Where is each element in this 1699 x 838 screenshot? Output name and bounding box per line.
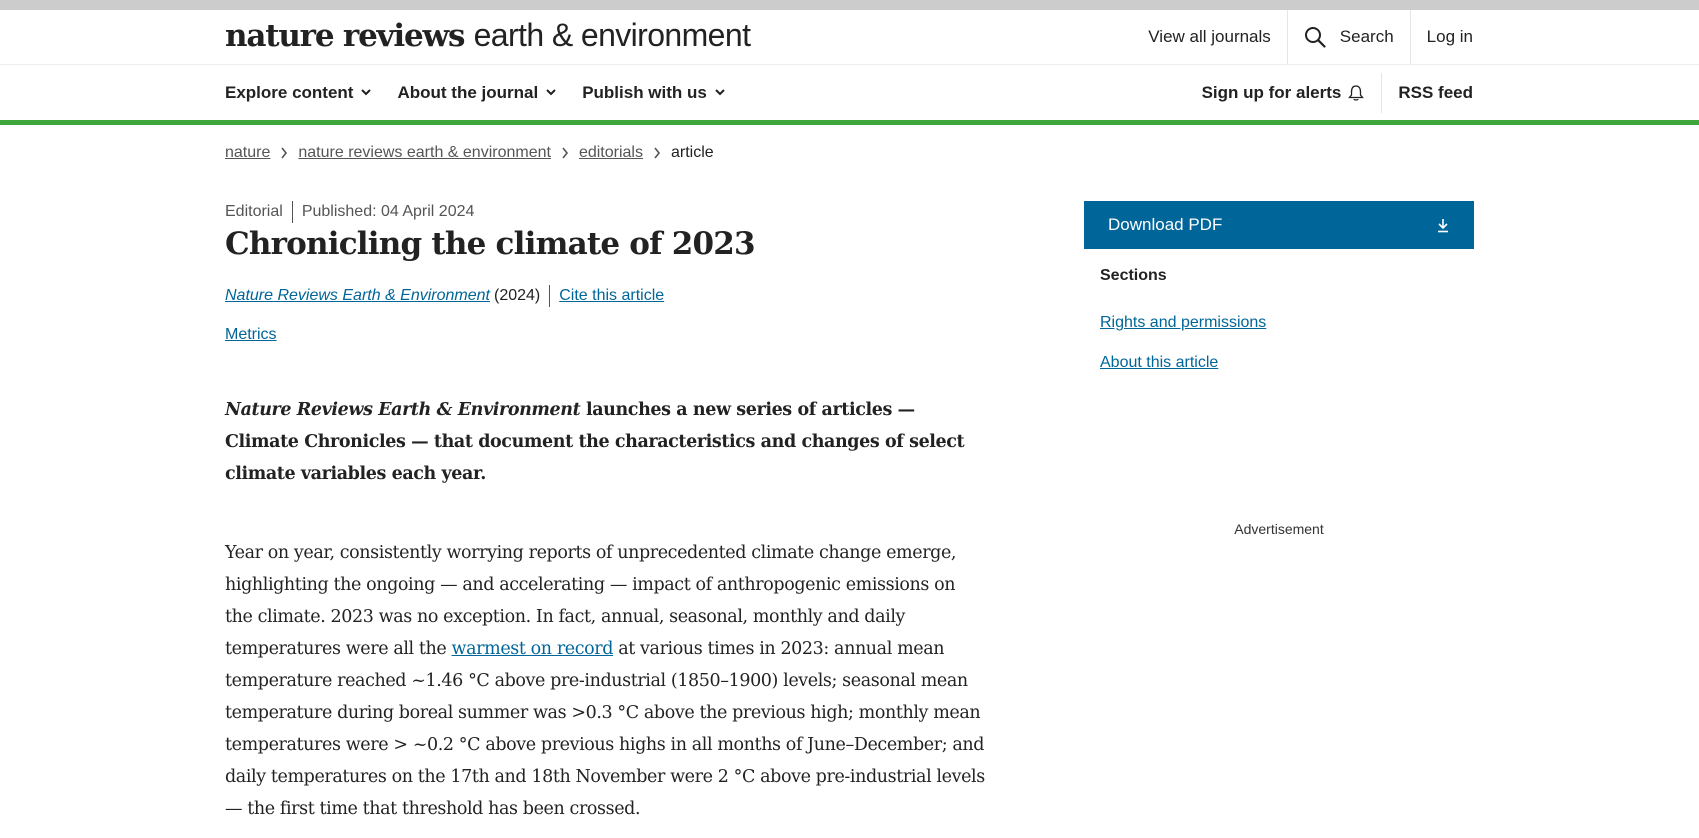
chevron-down-icon — [546, 89, 556, 96]
nav-divider — [1381, 72, 1383, 113]
article-type: Editorial — [225, 203, 283, 220]
breadcrumb: nature nature reviews earth & environmen… — [225, 144, 714, 162]
sign-up-alerts-label: Sign up for alerts — [1201, 82, 1342, 102]
nav-publish-with-us-label: Publish with us — [582, 82, 707, 102]
standfirst: Nature Reviews Earth & Environment launc… — [225, 394, 985, 490]
chevron-right-icon — [654, 147, 661, 159]
rss-feed-label: RSS feed — [1398, 82, 1473, 102]
login-link[interactable]: Log in — [1411, 10, 1473, 64]
download-pdf-button[interactable]: Download PDF — [1084, 201, 1474, 249]
cite-this-article-link[interactable]: Cite this article — [559, 287, 665, 304]
sections-heading: Sections — [1100, 267, 1167, 284]
download-pdf-label: Download PDF — [1108, 215, 1223, 234]
header-divider — [1409, 10, 1411, 64]
chevron-down-icon — [361, 89, 372, 96]
breadcrumb-editorials[interactable]: editorials — [578, 144, 643, 161]
nav-actions: Sign up for alerts RSS feed — [1202, 65, 1473, 120]
breadcrumb-current: article — [670, 144, 714, 161]
download-icon — [1438, 219, 1448, 233]
publish-date: Published: 04 April 2024 — [301, 203, 475, 220]
article-meta: Editorial Published: 04 April 2024 — [225, 201, 474, 223]
logo-bold-text: nature reviews — [225, 18, 465, 54]
rss-feed-link[interactable]: RSS feed — [1398, 83, 1473, 103]
about-article-link[interactable]: About this article — [1100, 354, 1219, 371]
journal-citation-line: Nature Reviews Earth & Environment (2024… — [225, 285, 664, 307]
header-divider — [1286, 10, 1288, 64]
chevron-down-icon — [715, 89, 725, 96]
standfirst-text: launches a new series of articles — Clim… — [225, 400, 965, 484]
search-icon — [1304, 27, 1326, 48]
paragraph-text-start: Year on year, consistently worrying repo… — [225, 543, 957, 659]
nav-about-journal[interactable]: About the journal — [397, 83, 556, 103]
top-gray-bar — [0, 0, 1699, 10]
body-paragraph: Year on year, consistently worrying repo… — [225, 537, 985, 825]
sign-up-alerts-link[interactable]: Sign up for alerts — [1202, 83, 1366, 103]
search-button[interactable]: Search — [1288, 10, 1410, 64]
nav-explore-content[interactable]: Explore content — [225, 82, 372, 103]
metrics-link[interactable]: Metrics — [225, 326, 277, 343]
citation-divider — [549, 285, 551, 307]
main-nav: Explore content About the journal Publis… — [0, 65, 1699, 125]
advertisement-label: Advertisement — [1234, 521, 1324, 537]
meta-divider — [291, 201, 293, 223]
breadcrumb-journal[interactable]: nature reviews earth & environment — [298, 144, 551, 161]
login-label: Log in — [1426, 27, 1473, 46]
article-year: (2024) — [494, 287, 541, 304]
nav-menu: Explore content About the journal Publis… — [225, 65, 751, 120]
nav-publish-with-us[interactable]: Publish with us — [582, 83, 725, 103]
nav-about-journal-label: About the journal — [397, 82, 539, 102]
journal-link[interactable]: Nature Reviews Earth & Environment — [225, 287, 490, 304]
bell-icon — [1348, 84, 1365, 101]
journal-logo[interactable]: nature reviews earth & environment — [225, 17, 751, 54]
rights-permissions-link[interactable]: Rights and permissions — [1100, 314, 1267, 331]
warmest-on-record-link[interactable]: warmest on record — [451, 639, 614, 659]
chevron-right-icon — [562, 147, 568, 159]
breadcrumb-nature[interactable]: nature — [225, 144, 271, 161]
header-links: View all journals Search Log in — [1132, 10, 1473, 64]
chevron-right-icon — [281, 147, 288, 159]
nav-explore-content-label: Explore content — [225, 82, 354, 102]
view-all-journals-label: View all journals — [1148, 27, 1271, 46]
standfirst-journal: Nature Reviews Earth & Environment — [225, 400, 581, 420]
article-title: Chronicling the climate of 2023 — [225, 226, 756, 262]
paragraph-text-end: at various times in 2023: annual mean te… — [225, 639, 985, 819]
site-header: nature reviews earth & environment View … — [0, 10, 1699, 65]
search-label: Search — [1339, 27, 1394, 46]
view-all-journals-link[interactable]: View all journals — [1132, 10, 1287, 64]
logo-light-text: earth & environment — [473, 17, 751, 53]
